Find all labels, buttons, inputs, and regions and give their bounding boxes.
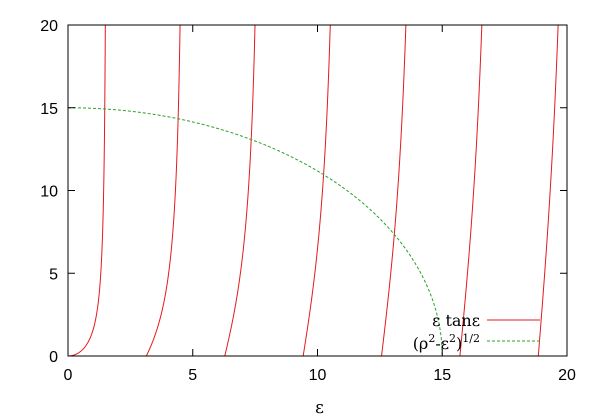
axis-ticks (67, 24, 568, 357)
plot-frame (67, 24, 568, 357)
y-tick-label: 5 (49, 266, 58, 283)
x-tick-label: 0 (64, 367, 73, 384)
legend-label-tan: ε tanε (432, 311, 480, 330)
series-tan-branch-3 (224, 25, 256, 356)
x-tick-label: 5 (188, 367, 197, 384)
series-sqrt (68, 107, 443, 356)
series-tan-branch-6 (459, 25, 483, 356)
legend-label-sqrt: (ρ2-ε2)1/2 (413, 332, 480, 353)
series-tan-branch-4 (302, 25, 331, 356)
x-tick-label: 15 (433, 367, 451, 384)
x-axis-label: ε (315, 398, 324, 418)
y-tick-label: 10 (40, 184, 58, 201)
axis-tick-labels: 0 5 10 15 20 0 5 10 15 20 (40, 18, 576, 384)
series-tan-branch-1 (68, 25, 106, 356)
series-tan-branch-2 (145, 25, 181, 356)
x-tick-label: 10 (309, 367, 327, 384)
series-tan-branch-7 (537, 25, 559, 356)
y-tick-label: 15 (40, 101, 58, 118)
series-tan-branch-5 (381, 25, 407, 356)
plot-curves (68, 25, 559, 356)
y-tick-label: 0 (49, 349, 58, 366)
x-tick-label: 20 (558, 367, 576, 384)
y-tick-label: 20 (40, 18, 58, 35)
legend: ε tanε (ρ2-ε2)1/2 (413, 311, 540, 353)
